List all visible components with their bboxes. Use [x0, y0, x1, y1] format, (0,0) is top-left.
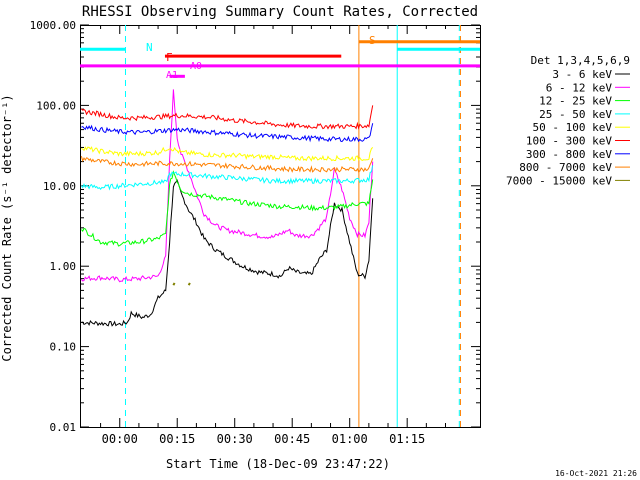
x-tick-label: 01:00 [332, 432, 368, 446]
y-axis: 1000.00 100.00 10.00 1.00 0.10 0.01 [30, 19, 480, 434]
instrument-state-markers [80, 25, 480, 427]
legend-label: 6 - 12 keV [546, 81, 613, 94]
y-tick-label: 10.00 [43, 180, 76, 193]
series-line [81, 170, 374, 247]
legend-label: 12 - 25 keV [539, 95, 612, 108]
y-tick-label: 1.00 [50, 260, 77, 273]
legend-label: 3 - 6 keV [552, 68, 612, 81]
chart-title: RHESSI Observing Summary Count Rates, Co… [82, 4, 478, 20]
series-line [80, 165, 374, 191]
legend-label: 7000 - 15000 keV [506, 174, 612, 187]
series-line [81, 146, 374, 162]
y-tick-label: 0.10 [50, 341, 77, 354]
series-lines [80, 89, 374, 327]
plot-frame [80, 25, 481, 428]
legend-label: 800 - 7000 keV [519, 161, 612, 174]
annotation-f: F [166, 51, 173, 64]
x-tick-label: 00:15 [159, 432, 195, 446]
series-line [81, 89, 374, 283]
series-line [81, 179, 374, 327]
legend-label: 50 - 100 keV [533, 121, 613, 134]
series-line [81, 123, 374, 143]
legend-title: Det 1,3,4,5,6,9 [531, 54, 630, 67]
series-line [80, 156, 374, 174]
annotation-s: S [369, 34, 376, 47]
annotation-a0: A0 [190, 61, 202, 72]
annotation-a1: A1 [166, 70, 178, 81]
x-tick-label: 00:00 [102, 432, 138, 446]
x-tick-label: 01:15 [389, 432, 425, 446]
x-tick-label: 00:45 [274, 432, 310, 446]
x-tick-label: 00:30 [217, 432, 253, 446]
series-line [172, 282, 176, 286]
x-axis-label: Start Time (18-Dec-09 23:47:22) [166, 457, 390, 471]
footer-date: 16-Oct-2021 21:26 [555, 469, 637, 478]
y-tick-label: 1000.00 [30, 19, 76, 32]
x-axis: 00:00 00:15 00:30 00:45 01:00 01:15 [100, 25, 447, 446]
annotation-n: N [146, 41, 153, 54]
legend-label: 300 - 800 keV [526, 148, 612, 161]
y-axis-label: Corrected Count Rate (s⁻¹ detector⁻¹) [0, 94, 14, 361]
y-tick-label: 0.01 [50, 421, 77, 434]
y-tick-label: 100.00 [36, 99, 76, 112]
legend-label: 25 - 50 keV [539, 108, 612, 121]
series-line [187, 282, 191, 286]
series-line [81, 105, 374, 130]
legend-label: 100 - 300 keV [526, 135, 612, 148]
